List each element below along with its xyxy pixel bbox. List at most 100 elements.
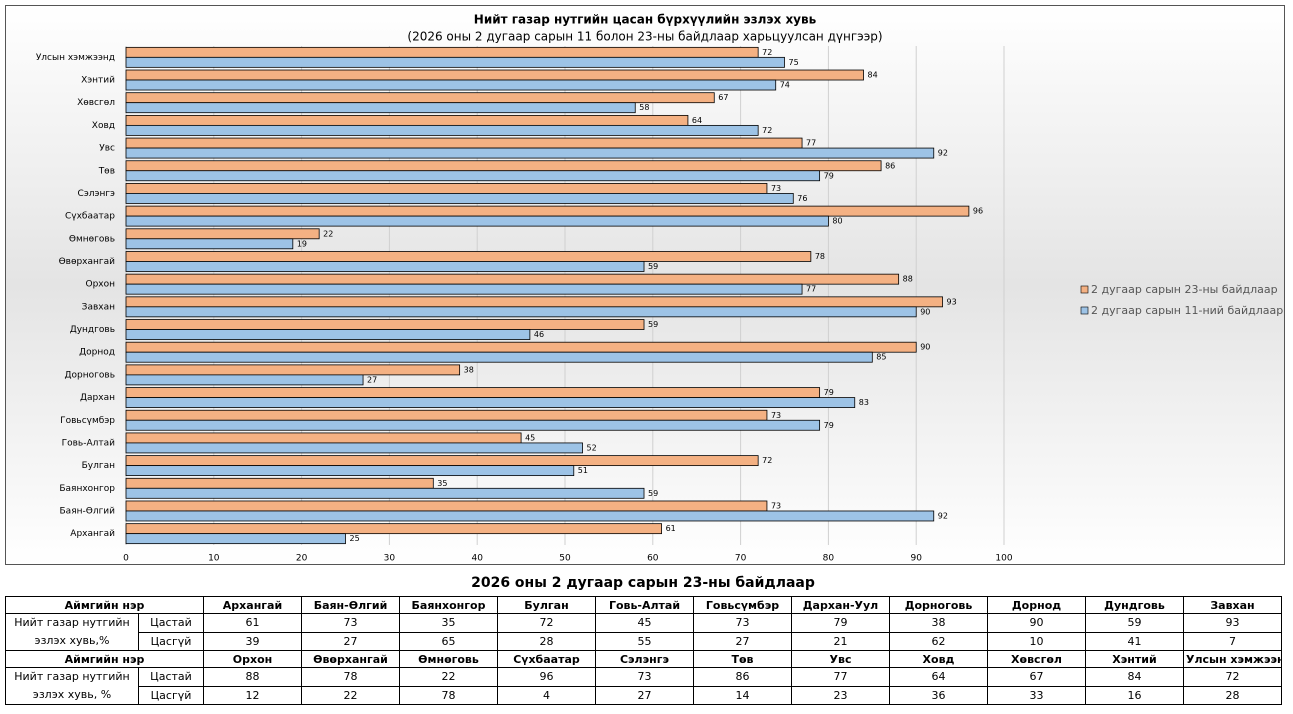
y-tick-label: Говь-Алтай: [62, 438, 116, 448]
bar: [125, 533, 346, 545]
cell: 84: [1085, 667, 1184, 687]
x-tick-label: 60: [647, 554, 659, 564]
column-header: Дорнод: [987, 596, 1086, 614]
bar: [125, 432, 522, 444]
data-label: 61: [666, 524, 676, 533]
y-tick-label: Төв: [98, 166, 115, 176]
cell: 73: [693, 613, 792, 633]
y-tick-label: Дорнод: [79, 348, 115, 358]
row-label: Нийт газар нутгийн эзлэх хувь, %: [5, 667, 139, 705]
y-tick-label: Сэлэнгэ: [78, 189, 116, 199]
column-header: Завхан: [1183, 596, 1282, 614]
cell: 16: [1085, 685, 1184, 705]
header-label: Аймгийн нэр: [5, 596, 204, 614]
cell: 73: [301, 613, 400, 633]
data-label: 86: [885, 161, 895, 170]
data-label: 77: [806, 139, 816, 148]
bar: [125, 124, 759, 136]
column-header: Хөвсгөл: [987, 650, 1086, 668]
data-label: 75: [789, 58, 799, 67]
bar: [125, 251, 812, 262]
data-label: 79: [824, 421, 834, 430]
x-tick-label: 90: [910, 554, 922, 564]
cell: 72: [1183, 667, 1282, 687]
bar: [125, 170, 821, 182]
data-label: 72: [762, 48, 772, 57]
chart-subtitle: (2026 оны 2 дугаар сарын 11 болон 23-ны …: [407, 30, 882, 44]
cell: 33: [987, 685, 1086, 705]
x-tick-label: 20: [296, 554, 308, 564]
cell: 28: [497, 631, 596, 651]
bar: [125, 487, 645, 499]
chart-title: Нийт газар нутгийн цасан бүрхүүлийн эзлэ…: [474, 13, 817, 27]
x-tick-label: 100: [995, 554, 1012, 564]
chart: Нийт газар нутгийн цасан бүрхүүлийн эзлэ…: [5, 5, 1285, 565]
bar: [125, 419, 821, 431]
cell: 21: [791, 631, 890, 651]
bar: [125, 56, 785, 68]
bar: [125, 465, 575, 477]
cell: 45: [595, 613, 694, 633]
cell: 86: [693, 667, 792, 687]
y-tick-label: Завхан: [82, 302, 115, 312]
data-label: 45: [525, 433, 535, 442]
data-label: 83: [859, 398, 869, 407]
cell: 67: [987, 667, 1086, 687]
legend-label: 2 дугаар сарын 23-ны байдлаар: [1091, 283, 1278, 296]
y-tick-label: Булган: [82, 461, 115, 471]
bar: [125, 374, 364, 386]
cell: 38: [889, 613, 988, 633]
bar: [125, 215, 829, 227]
data-label: 85: [876, 353, 886, 362]
bar: [125, 296, 943, 308]
column-header: Өмнөговь: [399, 650, 498, 668]
cell: 90: [987, 613, 1086, 633]
bar: [125, 79, 777, 91]
data-label: 22: [323, 229, 333, 238]
data-label: 76: [797, 194, 807, 203]
data-label: 25: [350, 534, 360, 543]
data-label: 35: [437, 479, 447, 488]
data-label: 58: [639, 103, 649, 112]
bar: [125, 387, 821, 398]
y-tick-label: Орхон: [85, 280, 115, 290]
cell: 22: [399, 667, 498, 687]
cell: 39: [203, 631, 302, 651]
data-label: 64: [692, 116, 702, 125]
bar: [125, 306, 917, 318]
data-label: 90: [920, 343, 930, 352]
data-label: 73: [771, 501, 781, 510]
cell: 88: [203, 667, 302, 687]
column-header: Орхон: [203, 650, 302, 668]
column-header: Дорноговь: [889, 596, 988, 614]
header-label: Аймгийн нэр: [5, 650, 204, 668]
bar: [125, 261, 645, 272]
legend-swatch: [1080, 285, 1089, 294]
column-header: Сэлэнгэ: [595, 650, 694, 668]
cell: 78: [301, 667, 400, 687]
y-tick-label: Увс: [99, 144, 115, 154]
row-label: Нийт газар нутгийн эзлэх хувь,%: [5, 613, 139, 651]
cell: 10: [987, 631, 1086, 651]
bar: [125, 319, 645, 330]
bar: [125, 351, 873, 363]
table: Аймгийн нэр Архангай Баян-Өлгий Баянхонгор Б…: [5, 596, 1282, 705]
data-label: 79: [824, 171, 834, 180]
data-label: 92: [938, 511, 948, 520]
x-tick-label: 10: [208, 554, 220, 564]
data-label: 79: [824, 388, 834, 397]
column-header: Говь-Алтай: [595, 596, 694, 614]
legend-label: 2 дугаар сарын 11-ний байдлаар: [1091, 304, 1283, 317]
y-tick-label: Ховд: [92, 121, 115, 131]
data-label: 59: [648, 320, 658, 329]
y-tick-label: Архангай: [70, 529, 115, 539]
sub-label: Цасгүй: [138, 685, 204, 705]
data-label: 72: [762, 456, 772, 465]
cell: 36: [889, 685, 988, 705]
cell: 14: [693, 685, 792, 705]
y-tick-label: Дархан: [80, 393, 115, 403]
bar: [125, 329, 531, 340]
bar: [125, 397, 856, 408]
column-header: Сүхбаатар: [497, 650, 596, 668]
data-label: 73: [771, 411, 781, 420]
